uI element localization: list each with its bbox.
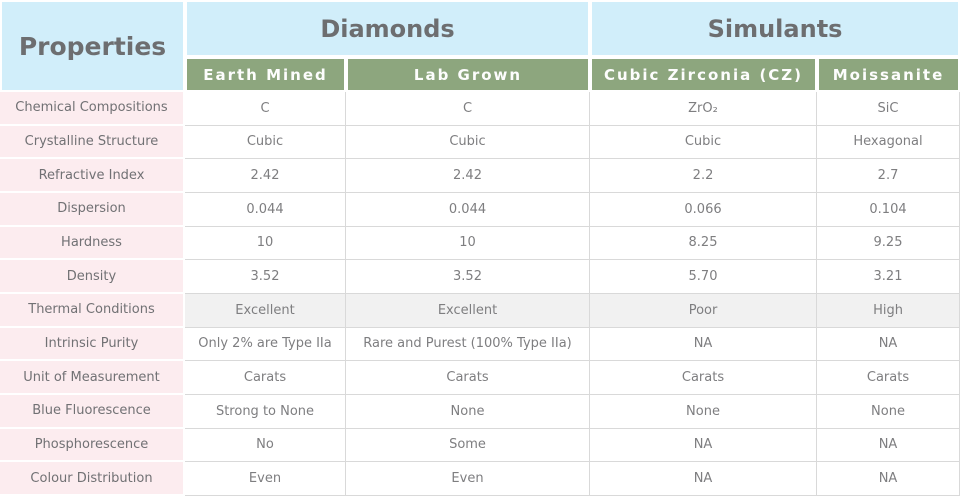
value-cell-earth-mined: Strong to None	[185, 394, 346, 429]
value-cell-cubic-zirconia: NA	[590, 462, 818, 496]
column-header-earth-mined: Earth Mined	[185, 57, 346, 92]
value-cell-moissanite: None	[817, 394, 960, 429]
value-cell-earth-mined: No	[185, 428, 346, 463]
value-cell-earth-mined: 3.52	[185, 260, 346, 294]
value-cell-moissanite: SiC	[817, 92, 960, 126]
value-cell-earth-mined: Excellent	[185, 293, 346, 328]
table-row: Hardness 10 10 8.25 9.25	[0, 226, 960, 261]
table-body: Chemical Compositions C C ZrO₂ SiC Cryst…	[0, 92, 960, 496]
table-row: Dispersion 0.044 0.044 0.066 0.104	[0, 192, 960, 227]
table-row: Unit of Measurement Carats Carats Carats…	[0, 361, 960, 395]
value-cell-earth-mined: C	[185, 92, 346, 126]
value-cell-lab-grown: Even	[346, 462, 591, 496]
table-row: Phosphorescence No Some NA NA	[0, 428, 960, 463]
value-cell-earth-mined: 2.42	[185, 159, 346, 193]
value-cell-lab-grown: Carats	[346, 361, 591, 395]
value-cell-moissanite: Carats	[817, 361, 960, 395]
simulants-group-header: Simulants	[590, 0, 960, 57]
value-cell-moissanite: NA	[817, 462, 960, 496]
value-cell-lab-grown: Some	[346, 428, 591, 463]
value-cell-cubic-zirconia: NA	[590, 327, 818, 362]
value-cell-moissanite: 9.25	[817, 226, 960, 261]
table-row: Intrinsic Purity Only 2% are Type IIa Ra…	[0, 327, 960, 362]
table-row: Colour Distribution Even Even NA NA	[0, 462, 960, 496]
property-cell: Blue Fluorescence	[0, 394, 185, 429]
property-cell: Density	[0, 260, 185, 294]
value-cell-lab-grown: 2.42	[346, 159, 591, 193]
table-row: Chemical Compositions C C ZrO₂ SiC	[0, 92, 960, 126]
table-row: Thermal Conditions Excellent Excellent P…	[0, 293, 960, 328]
value-cell-earth-mined: 0.044	[185, 192, 346, 227]
value-cell-cubic-zirconia: 8.25	[590, 226, 818, 261]
property-cell: Hardness	[0, 226, 185, 261]
diamonds-group-header: Diamonds	[185, 0, 591, 57]
value-cell-cubic-zirconia: 5.70	[590, 260, 818, 294]
value-cell-moissanite: 0.104	[817, 192, 960, 227]
table-row: Refractive Index 2.42 2.42 2.2 2.7	[0, 159, 960, 193]
column-header-cubic-zirconia: Cubic Zirconia (CZ)	[590, 57, 818, 92]
value-cell-earth-mined: Only 2% are Type IIa	[185, 327, 346, 362]
value-cell-lab-grown: None	[346, 394, 591, 429]
value-cell-earth-mined: Carats	[185, 361, 346, 395]
table-row: Crystalline Structure Cubic Cubic Cubic …	[0, 125, 960, 160]
table-row: Density 3.52 3.52 5.70 3.21	[0, 260, 960, 294]
value-cell-lab-grown: Excellent	[346, 293, 591, 328]
value-cell-lab-grown: 10	[346, 226, 591, 261]
property-cell: Unit of Measurement	[0, 361, 185, 395]
property-cell: Colour Distribution	[0, 462, 185, 496]
column-header-row: Earth Mined Lab Grown Cubic Zirconia (CZ…	[0, 57, 960, 92]
value-cell-cubic-zirconia: ZrO₂	[590, 92, 818, 126]
properties-header: Properties	[0, 0, 185, 92]
value-cell-cubic-zirconia: Carats	[590, 361, 818, 395]
column-header-moissanite: Moissanite	[817, 57, 960, 92]
value-cell-lab-grown: Rare and Purest (100% Type IIa)	[346, 327, 591, 362]
group-header-row: Properties Diamonds Simulants	[0, 0, 960, 92]
value-cell-moissanite: 3.21	[817, 260, 960, 294]
value-cell-earth-mined: 10	[185, 226, 346, 261]
property-cell: Refractive Index	[0, 159, 185, 193]
value-cell-earth-mined: Cubic	[185, 125, 346, 160]
value-cell-cubic-zirconia: 2.2	[590, 159, 818, 193]
value-cell-cubic-zirconia: 0.066	[590, 192, 818, 227]
property-cell: Thermal Conditions	[0, 293, 185, 328]
value-cell-lab-grown: 3.52	[346, 260, 591, 294]
value-cell-lab-grown: Cubic	[346, 125, 591, 160]
value-cell-cubic-zirconia: NA	[590, 428, 818, 463]
value-cell-cubic-zirconia: Cubic	[590, 125, 818, 160]
value-cell-moissanite: Hexagonal	[817, 125, 960, 160]
property-cell: Intrinsic Purity	[0, 327, 185, 362]
value-cell-moissanite: High	[817, 293, 960, 328]
property-cell: Chemical Compositions	[0, 92, 185, 126]
value-cell-moissanite: NA	[817, 327, 960, 362]
table-header: Properties Diamonds Simulants Earth Mine…	[0, 0, 960, 92]
property-cell: Dispersion	[0, 192, 185, 227]
value-cell-lab-grown: 0.044	[346, 192, 591, 227]
value-cell-cubic-zirconia: None	[590, 394, 818, 429]
property-cell: Crystalline Structure	[0, 125, 185, 160]
value-cell-lab-grown: C	[346, 92, 591, 126]
property-cell: Phosphorescence	[0, 428, 185, 463]
value-cell-cubic-zirconia: Poor	[590, 293, 818, 328]
column-header-lab-grown: Lab Grown	[346, 57, 591, 92]
value-cell-moissanite: 2.7	[817, 159, 960, 193]
value-cell-moissanite: NA	[817, 428, 960, 463]
value-cell-earth-mined: Even	[185, 462, 346, 496]
table-row: Blue Fluorescence Strong to None None No…	[0, 394, 960, 429]
